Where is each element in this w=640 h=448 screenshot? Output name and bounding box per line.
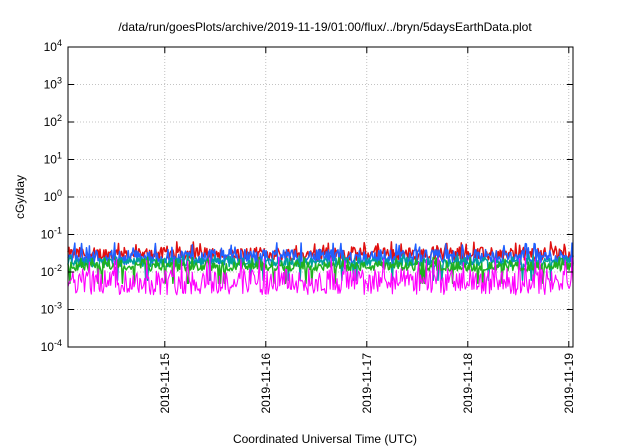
y-tick-label: 10-3 xyxy=(41,301,62,317)
series-line xyxy=(67,256,574,285)
x-tick-label: 2019-11-17 xyxy=(360,353,374,414)
x-tick-label: 2019-11-16 xyxy=(259,353,273,414)
y-tick-label: 103 xyxy=(44,76,62,92)
y-tick-label: 10-4 xyxy=(41,338,62,354)
x-axis: 2019-11-15 2019-11-16 2019-11-17 2019-11-18… xyxy=(158,47,576,414)
x-axis-label: Coordinated Universal Time (UTC) xyxy=(233,432,417,446)
y-axis-label: cGy/day xyxy=(13,175,27,219)
x-tick-label: 2019-11-18 xyxy=(461,353,475,414)
y-axis: 10-4 10-3 10-2 10-1 100 101 102 103 104 xyxy=(41,38,573,354)
grid xyxy=(68,47,573,347)
y-tick-label: 10-1 xyxy=(41,226,62,242)
y-tick-label: 101 xyxy=(44,151,62,167)
y-tick-label: 10-2 xyxy=(41,263,62,279)
series-group xyxy=(67,241,574,296)
x-tick-label: 2019-11-19 xyxy=(562,353,576,414)
chart-title: /data/run/goesPlots/archive/2019-11-19/0… xyxy=(118,20,532,34)
y-tick-label: 104 xyxy=(44,38,62,54)
x-tick-label: 2019-11-15 xyxy=(158,353,172,414)
y-tick-label: 102 xyxy=(44,113,62,129)
y-tick-label: 100 xyxy=(44,188,62,204)
series-line xyxy=(67,256,574,296)
